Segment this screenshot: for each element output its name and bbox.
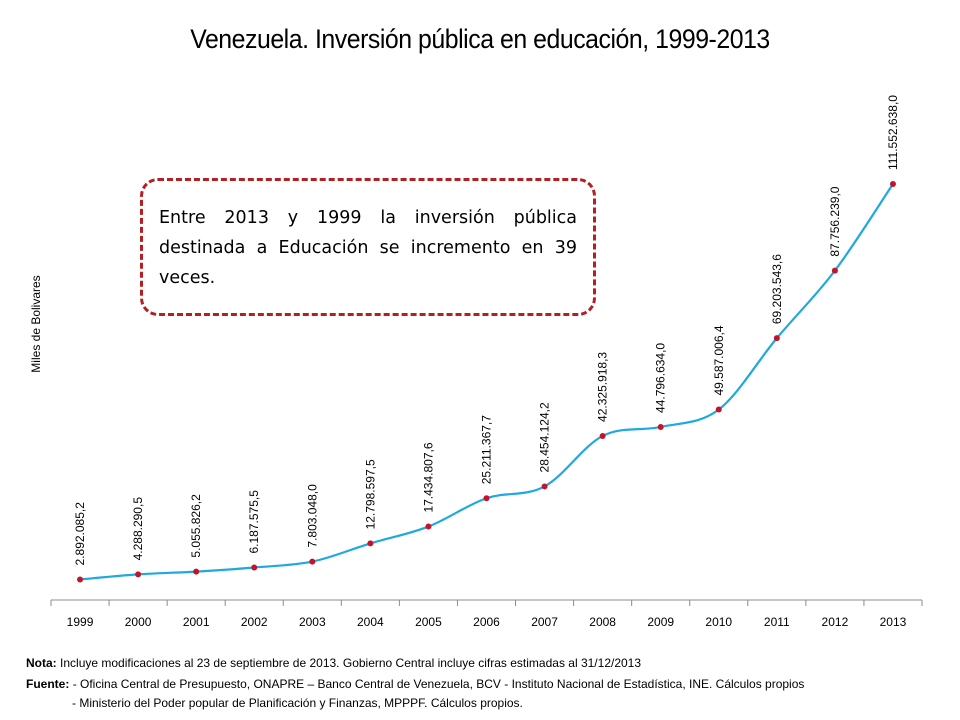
data-point bbox=[599, 432, 606, 439]
data-label: 6.187.575,5 bbox=[247, 490, 261, 554]
x-tick-label: 1999 bbox=[67, 615, 94, 629]
data-point bbox=[541, 483, 548, 490]
x-tick-label: 2011 bbox=[764, 615, 790, 629]
x-tick-label: 2002 bbox=[241, 615, 268, 629]
callout-text: Entre 2013 y 1999 la inversión pública d… bbox=[159, 208, 577, 288]
data-label: 25.211.367,7 bbox=[480, 415, 494, 485]
data-label: 42.325.918,3 bbox=[596, 352, 610, 422]
data-label: 111.552.638,0 bbox=[886, 95, 900, 170]
data-point bbox=[425, 523, 432, 530]
data-point bbox=[367, 540, 374, 547]
data-label-group: 2.892.085,2 4.288.290,5 5.055.826,2 6.187.5… bbox=[73, 95, 900, 566]
data-point bbox=[77, 576, 84, 583]
chart-title: Venezuela. Inversión pública en educació… bbox=[190, 24, 770, 54]
x-tick-label: 2005 bbox=[415, 615, 442, 629]
x-tick-label: 2001 bbox=[183, 615, 210, 629]
data-label: 12.798.597,5 bbox=[363, 459, 377, 529]
data-label: 17.434.807,6 bbox=[421, 442, 435, 512]
footer-source: Fuente: - Oficina Central de Presupuesto… bbox=[26, 677, 804, 691]
x-tick-label: 2003 bbox=[299, 615, 326, 629]
data-label: 2.892.085,2 bbox=[73, 502, 87, 566]
x-tick-label: 2004 bbox=[357, 615, 384, 629]
x-tick-label: 2013 bbox=[880, 615, 907, 629]
x-tick-label: 2010 bbox=[705, 615, 732, 629]
data-point bbox=[309, 558, 316, 565]
x-tick-label: 2006 bbox=[473, 615, 500, 629]
x-tick-label: 2000 bbox=[125, 615, 152, 629]
data-point bbox=[135, 571, 142, 578]
x-axis: 1999 2000 2001 2002 2003 2004 2005 2006 2007 2008… bbox=[50, 599, 923, 629]
x-tick-label: 2012 bbox=[822, 615, 849, 629]
data-label: 7.803.048,0 bbox=[305, 484, 319, 548]
data-label: 87.756.239,0 bbox=[828, 186, 842, 256]
x-tick-label: 2009 bbox=[647, 615, 674, 629]
data-label: 44.796.634,0 bbox=[654, 343, 668, 413]
data-point bbox=[193, 568, 200, 575]
data-label: 5.055.826,2 bbox=[189, 494, 203, 558]
data-point-group bbox=[77, 181, 896, 583]
data-point bbox=[715, 406, 722, 413]
data-point bbox=[657, 423, 664, 430]
data-point bbox=[773, 335, 780, 342]
callout-box: Entre 2013 y 1999 la inversión pública d… bbox=[140, 178, 596, 316]
data-point bbox=[889, 181, 896, 187]
data-point bbox=[251, 564, 258, 571]
data-point bbox=[483, 495, 490, 502]
x-tick-label: 2008 bbox=[589, 615, 616, 629]
footer-source-line-2: - Ministerio del Poder popular de Planif… bbox=[72, 696, 523, 710]
note-label: Nota: bbox=[26, 656, 57, 670]
data-label: 28.454.124,2 bbox=[538, 402, 552, 472]
data-label: 69.203.543,6 bbox=[770, 254, 784, 324]
source-label: Fuente: bbox=[26, 677, 70, 691]
data-point bbox=[831, 267, 838, 274]
data-label: 4.288.290,5 bbox=[131, 497, 145, 561]
x-tick-label: 2007 bbox=[531, 615, 558, 629]
footer-note: Nota: Incluye modificaciones al 23 de se… bbox=[26, 656, 641, 670]
data-label: 49.587.006,4 bbox=[712, 325, 726, 395]
note-text: Incluye modificaciones al 23 de septiemb… bbox=[60, 656, 642, 670]
source-line-1: - Oficina Central de Presupuesto, ONAPRE… bbox=[72, 677, 805, 691]
